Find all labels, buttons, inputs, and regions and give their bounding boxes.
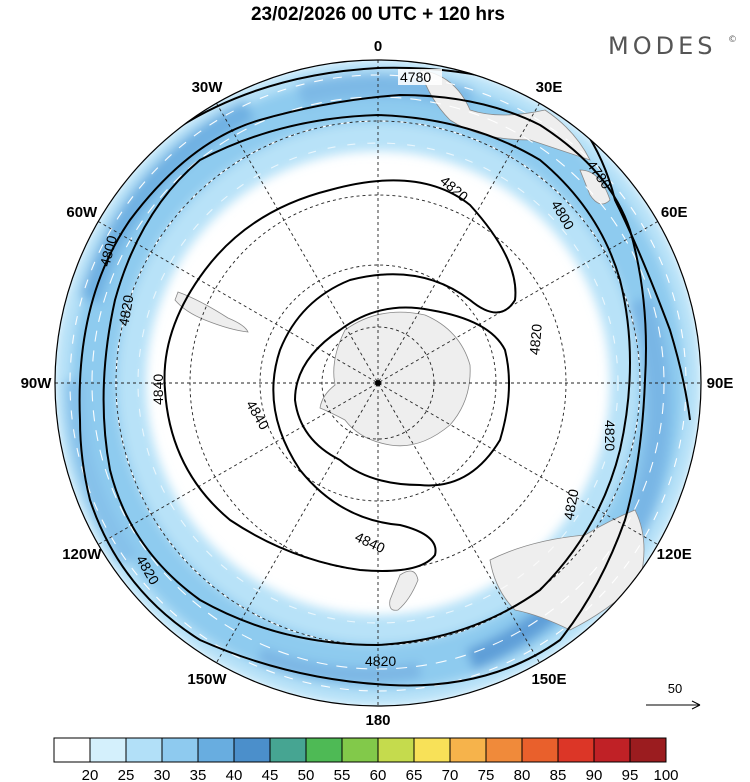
africa bbox=[419, 69, 591, 161]
colorbar-swatch bbox=[341, 737, 379, 763]
colorbar-tick-label: 20 bbox=[82, 767, 99, 782]
colorbar-tick-label: 100 bbox=[653, 767, 678, 782]
longitude-labels: 0 30E 60E 90E 120E 150E 180 150W 120W 90W 60W 30W bbox=[21, 38, 734, 729]
longitude-label: 90E bbox=[707, 375, 734, 392]
contour-label: 4820 bbox=[602, 420, 618, 451]
antarctica bbox=[319, 311, 471, 447]
map-title: 23/02/2026 00 UTC + 120 hrs bbox=[251, 4, 505, 25]
south-africa-tip bbox=[579, 169, 611, 205]
colorbar-tick-label: 60 bbox=[370, 767, 387, 782]
colorbar-tick-label: 30 bbox=[154, 767, 171, 782]
longitude-label: 120W bbox=[62, 546, 102, 563]
longitude-label: 30E bbox=[536, 79, 563, 96]
contour-label: 4820 bbox=[365, 653, 396, 669]
vector-reference-label: 50 bbox=[668, 681, 682, 696]
colorbar-swatch bbox=[269, 737, 307, 763]
contour-label: 4820 bbox=[526, 323, 545, 356]
longitude-label: 120E bbox=[657, 546, 692, 563]
colorbar-swatch bbox=[233, 737, 271, 763]
colorbar-swatch bbox=[89, 737, 127, 763]
longitude-label: 150E bbox=[531, 671, 566, 688]
contour-label: 4840 bbox=[150, 374, 166, 405]
colorbar-tick-label: 80 bbox=[514, 767, 531, 782]
contour-label: 4780 bbox=[400, 69, 431, 85]
colorbar-tick-label: 45 bbox=[262, 767, 279, 782]
brand-logo: MODES bbox=[608, 32, 716, 60]
new-zealand bbox=[389, 570, 419, 611]
colorbar-tick-label: 25 bbox=[118, 767, 135, 782]
colorbar-swatch bbox=[53, 737, 91, 763]
colorbar-tick-label: 90 bbox=[586, 767, 603, 782]
map-border bbox=[54, 59, 702, 707]
colorbar-swatch bbox=[161, 737, 199, 763]
colorbar-swatch bbox=[593, 737, 631, 763]
polar-map: 4780 4780 4800 4800 4800 4820 4820 4820 … bbox=[55, 60, 717, 706]
colorbar-tick-label: 50 bbox=[298, 767, 315, 782]
longitude-label: 150W bbox=[187, 671, 227, 688]
colorbar-swatch bbox=[197, 737, 235, 763]
landmasses bbox=[174, 69, 645, 631]
contour-label: 4820 bbox=[115, 293, 136, 327]
colorbar-swatch bbox=[413, 737, 451, 763]
brand-mark: © bbox=[728, 35, 737, 45]
colorbar-swatch bbox=[485, 737, 523, 763]
longitude-label: 30W bbox=[192, 79, 224, 96]
colorbar-tick-label: 40 bbox=[226, 767, 243, 782]
longitude-label: 90W bbox=[21, 375, 53, 392]
contour-label: 4800 bbox=[97, 234, 121, 268]
contour-label: 4800 bbox=[698, 402, 717, 435]
colorbar-tick-label: 35 bbox=[190, 767, 207, 782]
contour-4820 bbox=[102, 113, 631, 647]
colorbar-swatch bbox=[305, 737, 343, 763]
colorbar-tick-label: 70 bbox=[442, 767, 459, 782]
colorbar: 20 25 30 35 40 45 50 55 60 65 70 75 80 85 90 95 100 bbox=[53, 737, 679, 782]
contour-4840-inner bbox=[293, 306, 510, 487]
colorbar-swatch bbox=[629, 737, 667, 763]
colorbar-tick-label: 95 bbox=[622, 767, 639, 782]
contour-label: 4820 bbox=[560, 488, 581, 522]
longitude-label: 60E bbox=[661, 204, 688, 221]
colorbar-tick-label: 75 bbox=[478, 767, 495, 782]
longitude-label: 0 bbox=[374, 38, 382, 55]
longitude-label: 60W bbox=[66, 204, 98, 221]
colorbar-tick-label: 65 bbox=[406, 767, 423, 782]
colorbar-swatch bbox=[521, 737, 559, 763]
south-america bbox=[174, 291, 249, 333]
colorbar-swatch bbox=[449, 737, 487, 763]
colorbar-swatch bbox=[557, 737, 595, 763]
colorbar-tick-label: 85 bbox=[550, 767, 567, 782]
contour-4800 bbox=[78, 93, 647, 687]
contour-4840-outer bbox=[163, 179, 517, 572]
colorbar-swatch bbox=[125, 737, 163, 763]
vector-reference: 50 bbox=[646, 681, 701, 710]
colorbar-tick-label: 55 bbox=[334, 767, 351, 782]
colorbar-swatch bbox=[377, 737, 415, 763]
longitude-label: 180 bbox=[365, 712, 390, 729]
